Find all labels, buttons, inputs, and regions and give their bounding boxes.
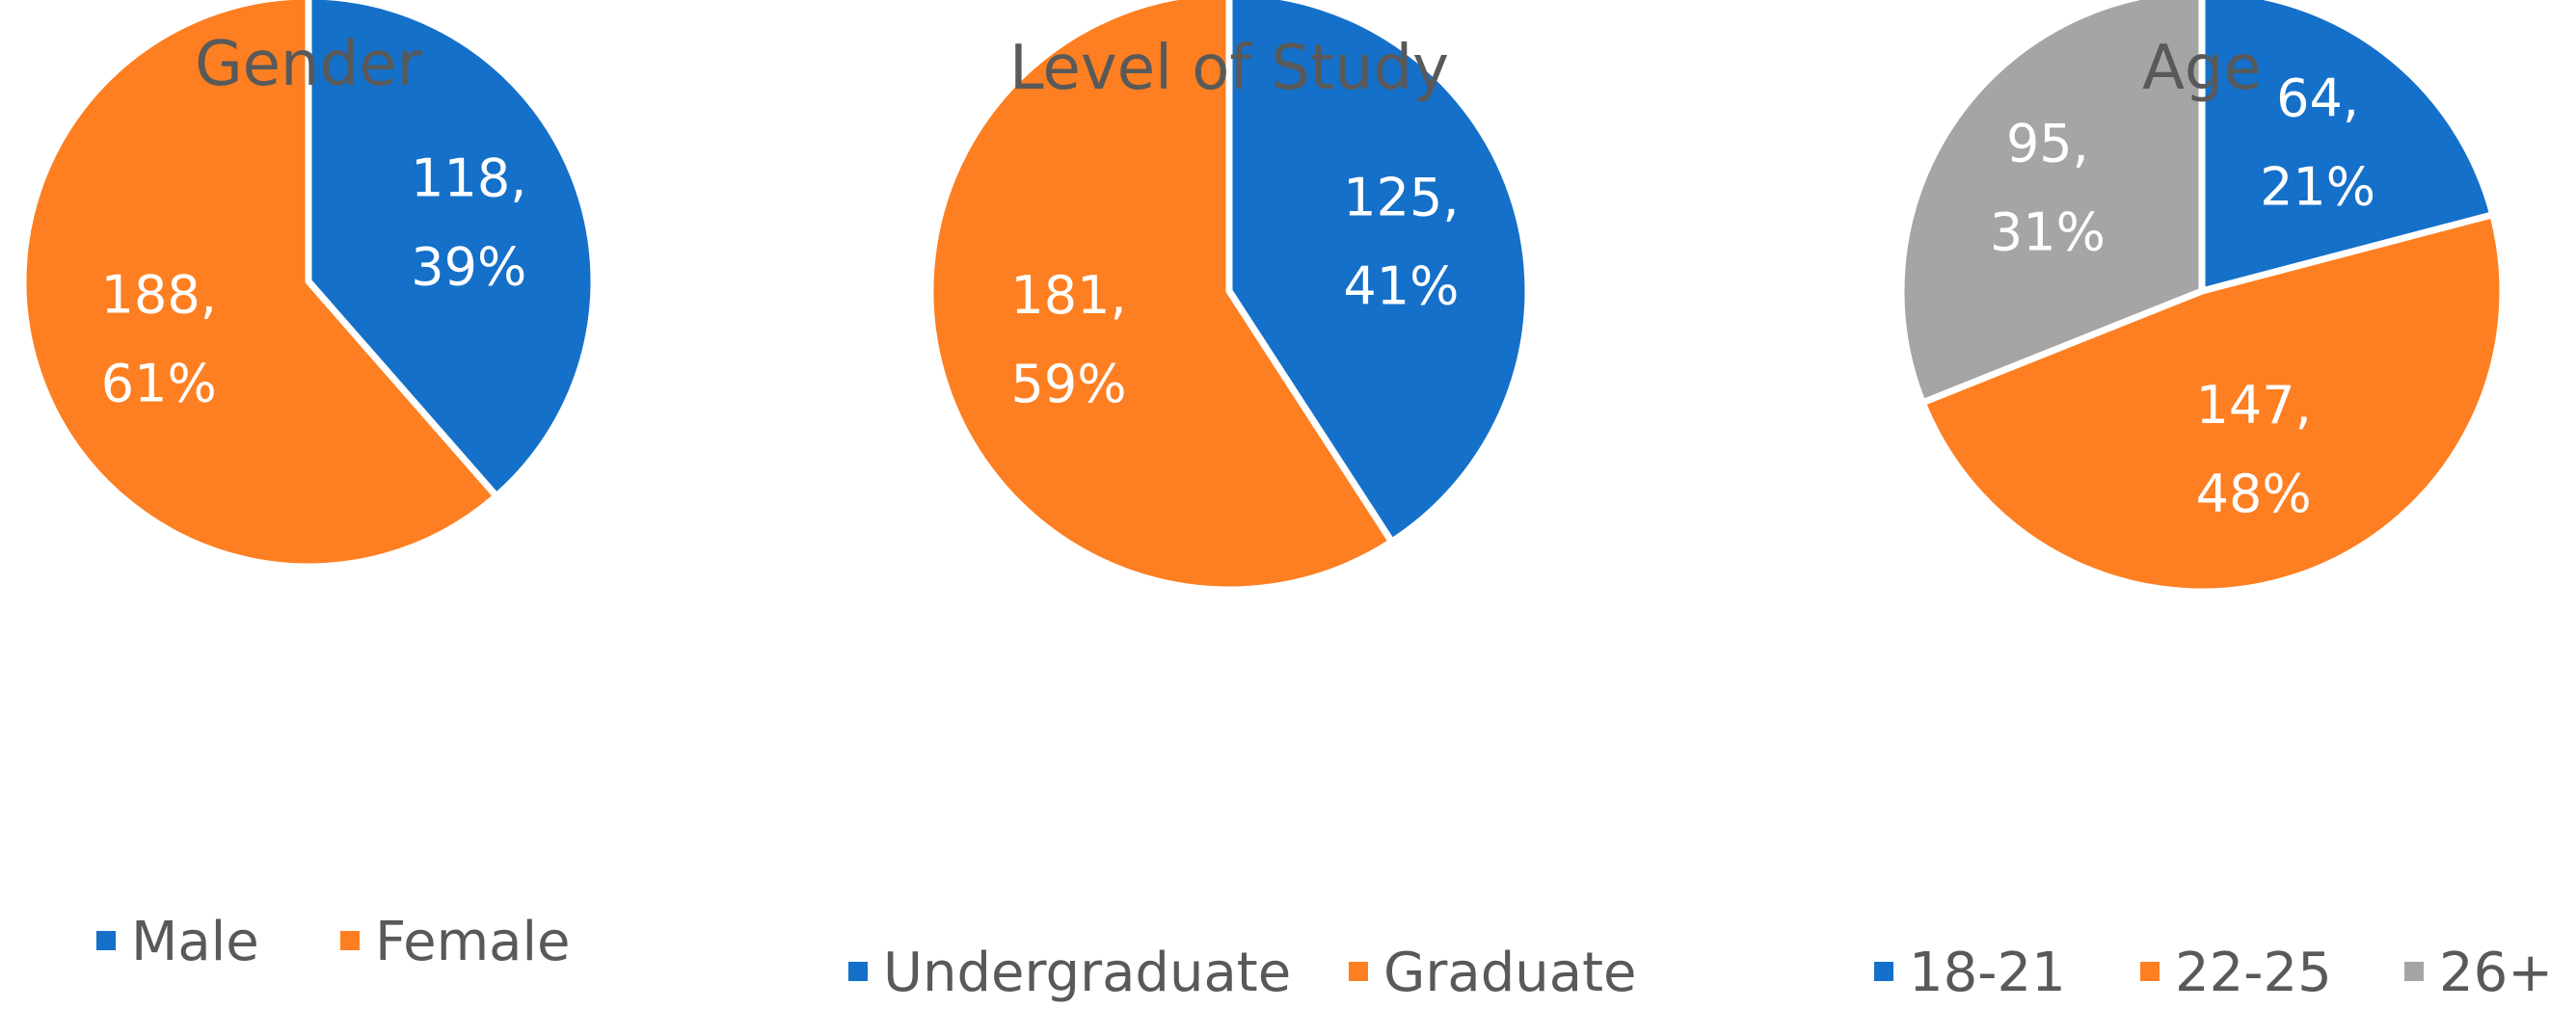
pie-slice-male <box>305 0 598 500</box>
legend-swatch <box>2140 962 2160 981</box>
pie-slice-18-21 <box>2198 0 2497 295</box>
data-label-percent: 41% <box>1343 255 1459 316</box>
chart-title: Gender <box>195 29 423 100</box>
legend-label: Undergraduate <box>883 942 1291 1004</box>
legend-swatch <box>1349 962 1368 981</box>
legend-label: 26+ <box>2439 942 2553 1004</box>
legend-swatch <box>2404 962 2424 981</box>
data-label-percent: 39% <box>411 237 526 298</box>
legend-swatch <box>1874 962 1893 981</box>
data-label-value: 147, <box>2196 375 2312 436</box>
level-of-study-pie-chart: Level of Study 125, 41% 181, 59% Undergradua… <box>848 0 1637 1004</box>
data-label-percent: 48% <box>2196 464 2312 524</box>
chart-title: Level of Study <box>1009 33 1449 104</box>
legend-swatch <box>96 931 116 950</box>
legend-label: 22-25 <box>2175 942 2332 1004</box>
data-label-value: 118, <box>411 148 526 209</box>
data-label-percent: 31% <box>1990 202 2106 263</box>
pie-slice-22-25 <box>1919 211 2507 596</box>
data-label-percent: 61% <box>101 353 217 413</box>
pie-slice-female <box>19 0 500 571</box>
pie-slice-graduate <box>926 0 1396 594</box>
legend-label: Graduate <box>1383 942 1637 1004</box>
legend-swatch <box>340 931 360 950</box>
chart-title: Age <box>2142 33 2262 104</box>
pie-slice-26- <box>1897 0 2206 407</box>
data-label-percent: 21% <box>2260 156 2375 217</box>
data-label-value: 64, <box>2276 67 2359 128</box>
data-label-value: 188, <box>101 264 217 325</box>
gender-pie-chart: Gender 118, 39% 188, 61% Male Female <box>19 0 598 973</box>
data-label-percent: 59% <box>1010 354 1126 414</box>
pie-slice-undergraduate <box>1225 0 1532 545</box>
data-label-value: 95, <box>2006 114 2089 174</box>
data-label-value: 181, <box>1010 265 1126 326</box>
legend-swatch <box>848 962 868 981</box>
age-pie-chart: Age 64, 21% 147, 48% 95, 31% 18-21 22-25 26+ <box>1874 0 2553 1004</box>
data-label-value: 125, <box>1343 167 1459 227</box>
legend-label: Female <box>375 911 570 973</box>
legend-label: Male <box>131 911 259 973</box>
legend-label: 18-21 <box>1909 942 2066 1004</box>
